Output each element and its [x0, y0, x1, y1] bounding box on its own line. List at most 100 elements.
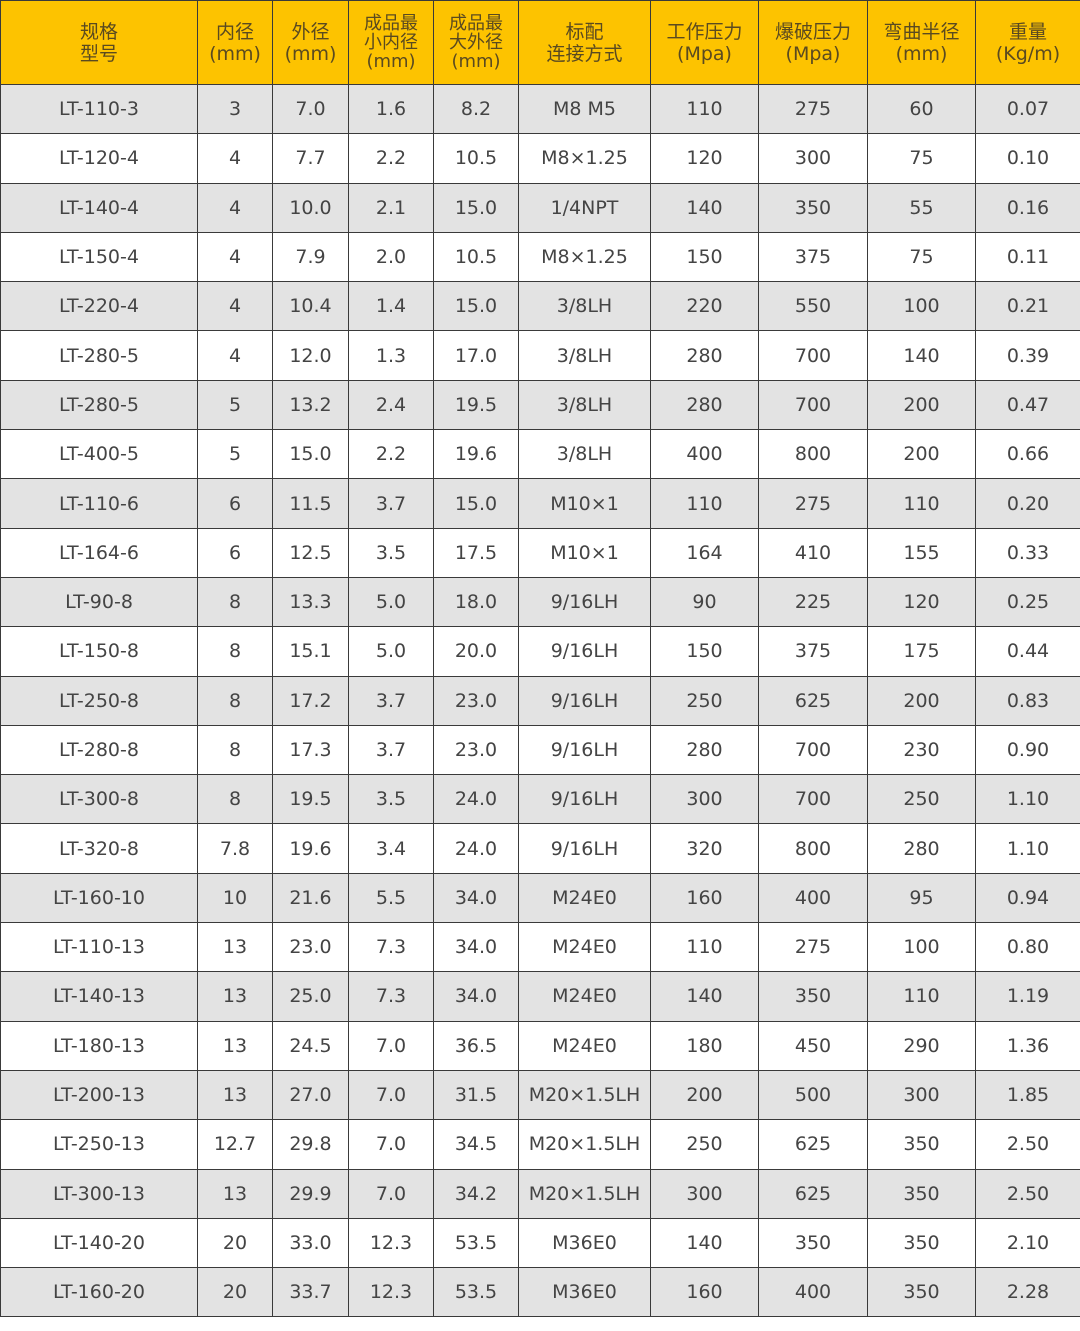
- cell-weight: 0.16: [975, 182, 1080, 233]
- cell-burst-pressure: 500: [758, 1069, 868, 1121]
- cell-working-pressure: 200: [650, 1069, 759, 1121]
- cell-bend-radius: 300: [867, 1069, 976, 1121]
- cell-max-outer-diameter: 15.0: [433, 281, 519, 332]
- cell-connection: 9/16LH: [518, 675, 651, 726]
- cell-outer-diameter: 11.5: [272, 478, 349, 529]
- cell-min-inner-diameter: 1.6: [348, 83, 434, 135]
- cell-working-pressure: 320: [650, 823, 759, 874]
- cell-max-outer-diameter: 34.0: [433, 922, 519, 973]
- cell-working-pressure: 150: [650, 626, 759, 677]
- cell-weight: 0.21: [975, 281, 1080, 332]
- cell-min-inner-diameter: 2.4: [348, 379, 434, 431]
- cell-inner-diameter: 3: [197, 83, 273, 135]
- cell-model: LT-200-13: [0, 1069, 198, 1121]
- header-line: 规格: [79, 20, 118, 43]
- header-min-inner-diameter: 成品最 小内径 (mm): [348, 0, 434, 85]
- cell-bend-radius: 230: [867, 724, 976, 776]
- cell-working-pressure: 110: [650, 922, 759, 973]
- header-burst-pressure: 爆破压力 (Mpa): [758, 0, 868, 85]
- header-line: 成品最: [364, 13, 418, 34]
- cell-min-inner-diameter: 5.0: [348, 626, 434, 677]
- cell-weight: 0.25: [975, 576, 1080, 628]
- cell-connection: 1/4NPT: [518, 182, 651, 233]
- cell-model: LT-110-6: [0, 478, 198, 529]
- cell-connection: M8 M5: [518, 83, 651, 135]
- table-row: LT-250-8 8 17.2 3.7 23.0 9/16LH 250 625 200 0.83: [0, 675, 1080, 726]
- cell-max-outer-diameter: 24.0: [433, 823, 519, 874]
- cell-bend-radius: 110: [867, 478, 976, 529]
- cell-inner-diameter: 6: [197, 478, 273, 529]
- cell-model: LT-160-10: [0, 872, 198, 924]
- header-line: (mm): [366, 51, 416, 72]
- cell-connection: M24E0: [518, 922, 651, 973]
- cell-max-outer-diameter: 53.5: [433, 1267, 519, 1318]
- cell-outer-diameter: 19.5: [272, 774, 349, 825]
- cell-max-outer-diameter: 34.0: [433, 971, 519, 1022]
- cell-outer-diameter: 13.3: [272, 576, 349, 628]
- cell-weight: 0.90: [975, 724, 1080, 776]
- cell-max-outer-diameter: 19.6: [433, 429, 519, 480]
- table-row: LT-400-5 5 15.0 2.2 19.6 3/8LH 400 800 200 0.66: [0, 429, 1080, 480]
- cell-min-inner-diameter: 3.7: [348, 675, 434, 726]
- cell-max-outer-diameter: 8.2: [433, 83, 519, 135]
- cell-outer-diameter: 15.1: [272, 626, 349, 677]
- cell-min-inner-diameter: 7.3: [348, 971, 434, 1022]
- cell-min-inner-diameter: 7.0: [348, 1020, 434, 1071]
- cell-connection: M8×1.25: [518, 133, 651, 184]
- cell-max-outer-diameter: 17.0: [433, 330, 519, 381]
- cell-inner-diameter: 7.8: [197, 823, 273, 874]
- cell-weight: 0.10: [975, 133, 1080, 184]
- cell-inner-diameter: 5: [197, 379, 273, 431]
- cell-working-pressure: 110: [650, 83, 759, 135]
- cell-burst-pressure: 350: [758, 971, 868, 1022]
- cell-model: LT-140-4: [0, 182, 198, 233]
- header-line: 爆破压力: [774, 20, 851, 43]
- cell-bend-radius: 290: [867, 1020, 976, 1071]
- header-line: 成品最: [449, 13, 503, 34]
- cell-model: LT-110-3: [0, 83, 198, 135]
- header-line: (mm): [895, 42, 948, 65]
- header-line: (Mpa): [785, 42, 841, 65]
- cell-inner-diameter: 4: [197, 330, 273, 381]
- header-line: 工作压力: [666, 20, 743, 43]
- cell-bend-radius: 175: [867, 626, 976, 677]
- cell-working-pressure: 160: [650, 872, 759, 924]
- cell-connection: M36E0: [518, 1267, 651, 1318]
- cell-connection: 9/16LH: [518, 626, 651, 677]
- table-row: LT-160-10 10 21.6 5.5 34.0 M24E0 160 400 95 0.94: [0, 872, 1080, 924]
- cell-connection: M20×1.5LH: [518, 1069, 651, 1121]
- cell-working-pressure: 140: [650, 1217, 759, 1269]
- cell-bend-radius: 110: [867, 971, 976, 1022]
- cell-weight: 2.28: [975, 1267, 1080, 1318]
- table-row: LT-160-20 20 33.7 12.3 53.5 M36E0 160 400 350 2.2…: [0, 1267, 1080, 1318]
- cell-max-outer-diameter: 34.2: [433, 1168, 519, 1219]
- cell-max-outer-diameter: 19.5: [433, 379, 519, 431]
- cell-outer-diameter: 7.0: [272, 83, 349, 135]
- cell-outer-diameter: 33.0: [272, 1217, 349, 1269]
- cell-inner-diameter: 4: [197, 133, 273, 184]
- cell-min-inner-diameter: 2.2: [348, 133, 434, 184]
- cell-bend-radius: 350: [867, 1168, 976, 1219]
- cell-connection: 9/16LH: [518, 774, 651, 825]
- cell-max-outer-diameter: 53.5: [433, 1217, 519, 1269]
- table-row: LT-164-6 6 12.5 3.5 17.5 M10×1 164 410 155 0.33: [0, 527, 1080, 578]
- cell-max-outer-diameter: 17.5: [433, 527, 519, 578]
- cell-bend-radius: 100: [867, 922, 976, 973]
- cell-burst-pressure: 800: [758, 823, 868, 874]
- cell-connection: 3/8LH: [518, 281, 651, 332]
- cell-min-inner-diameter: 5.5: [348, 872, 434, 924]
- cell-min-inner-diameter: 3.7: [348, 724, 434, 776]
- header-line: 标配: [565, 20, 604, 43]
- cell-min-inner-diameter: 12.3: [348, 1217, 434, 1269]
- cell-burst-pressure: 275: [758, 478, 868, 529]
- cell-burst-pressure: 625: [758, 675, 868, 726]
- header-row: 规格 型号 内径 (mm) 外径 (mm) 成品最 小内径 (mm) 成品最 大外径 (mm) 标配 连接…: [0, 0, 1080, 85]
- cell-burst-pressure: 410: [758, 527, 868, 578]
- table-row: LT-140-13 13 25.0 7.3 34.0 M24E0 140 350 110 1.19: [0, 971, 1080, 1022]
- header-bend-radius: 弯曲半径 (mm): [867, 0, 976, 85]
- cell-outer-diameter: 29.9: [272, 1168, 349, 1219]
- cell-inner-diameter: 8: [197, 724, 273, 776]
- cell-model: LT-90-8: [0, 576, 198, 628]
- cell-working-pressure: 90: [650, 576, 759, 628]
